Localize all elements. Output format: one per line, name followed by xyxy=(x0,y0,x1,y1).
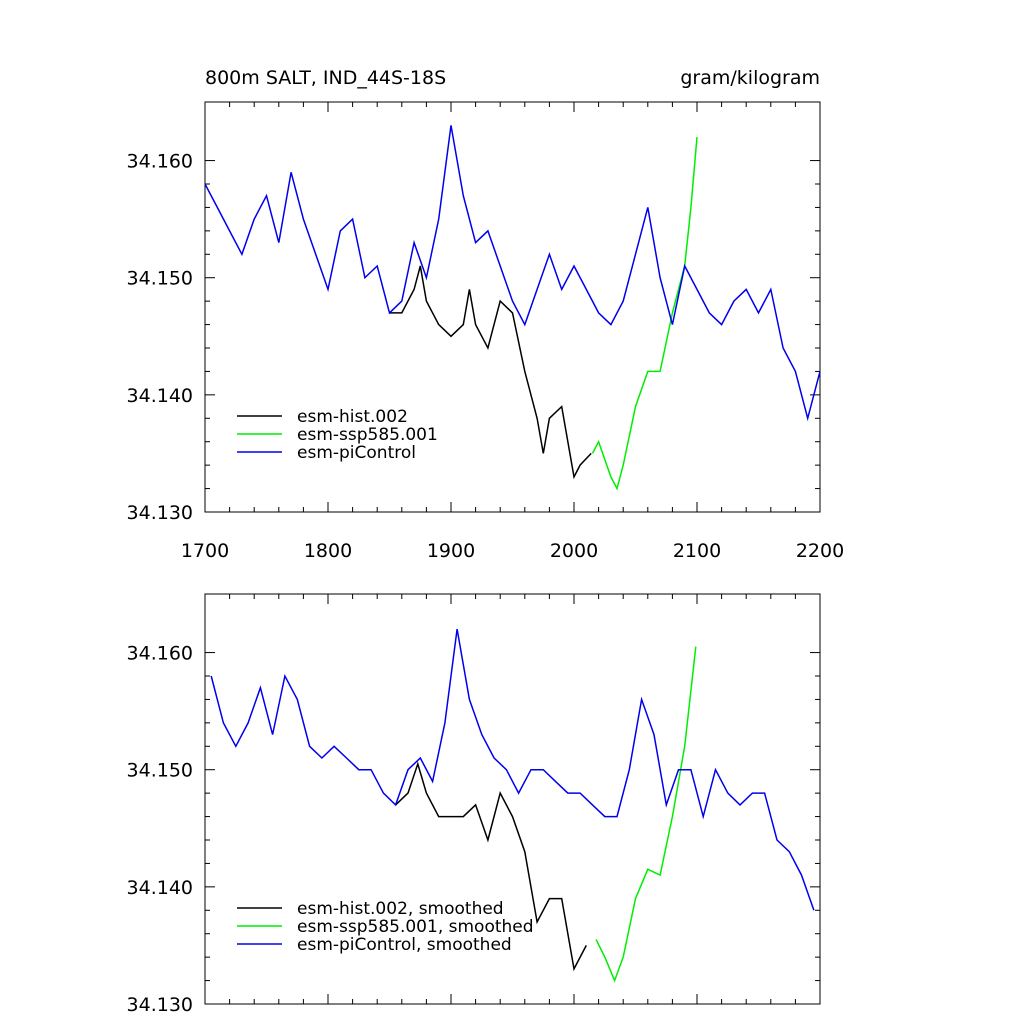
y-tick-label: 34.160 xyxy=(127,151,193,173)
plot-frame xyxy=(204,101,821,513)
y-tick-label: 34.150 xyxy=(127,268,193,290)
y-tick-label: 34.130 xyxy=(127,994,193,1016)
chart-title: 800m SALT, IND_44S-18S xyxy=(205,67,446,89)
series-line xyxy=(210,628,815,911)
series-line xyxy=(395,761,587,972)
x-tick-label: 1900 xyxy=(427,540,475,562)
y-tick-label: 34.140 xyxy=(127,385,193,407)
y-tick-label: 34.140 xyxy=(127,877,193,899)
y-tick-label: 34.130 xyxy=(127,502,193,524)
x-tick-label: 2000 xyxy=(550,540,598,562)
x-tick-label: 2100 xyxy=(673,540,721,562)
y-tick-label: 34.150 xyxy=(127,760,193,782)
x-tick-label: 1700 xyxy=(181,540,229,562)
legend-label: esm-piControl xyxy=(297,443,416,463)
legend-label: esm-hist.002, smoothed xyxy=(297,899,504,919)
legend-label: esm-ssp585.001, smoothed xyxy=(297,917,534,937)
legend-label: esm-piControl, smoothed xyxy=(297,935,512,955)
series-line xyxy=(204,125,821,422)
x-tick-label: 2200 xyxy=(796,540,844,562)
series-line xyxy=(389,265,592,480)
units-label: gram/kilogram xyxy=(680,67,820,89)
x-tick-label: 1800 xyxy=(304,540,352,562)
y-tick-label: 34.160 xyxy=(127,643,193,665)
legend-label: esm-hist.002 xyxy=(297,407,408,427)
plot-frame xyxy=(204,593,821,1005)
series-line xyxy=(591,137,698,491)
series-line xyxy=(595,646,697,983)
legend-label: esm-ssp585.001 xyxy=(297,425,438,445)
